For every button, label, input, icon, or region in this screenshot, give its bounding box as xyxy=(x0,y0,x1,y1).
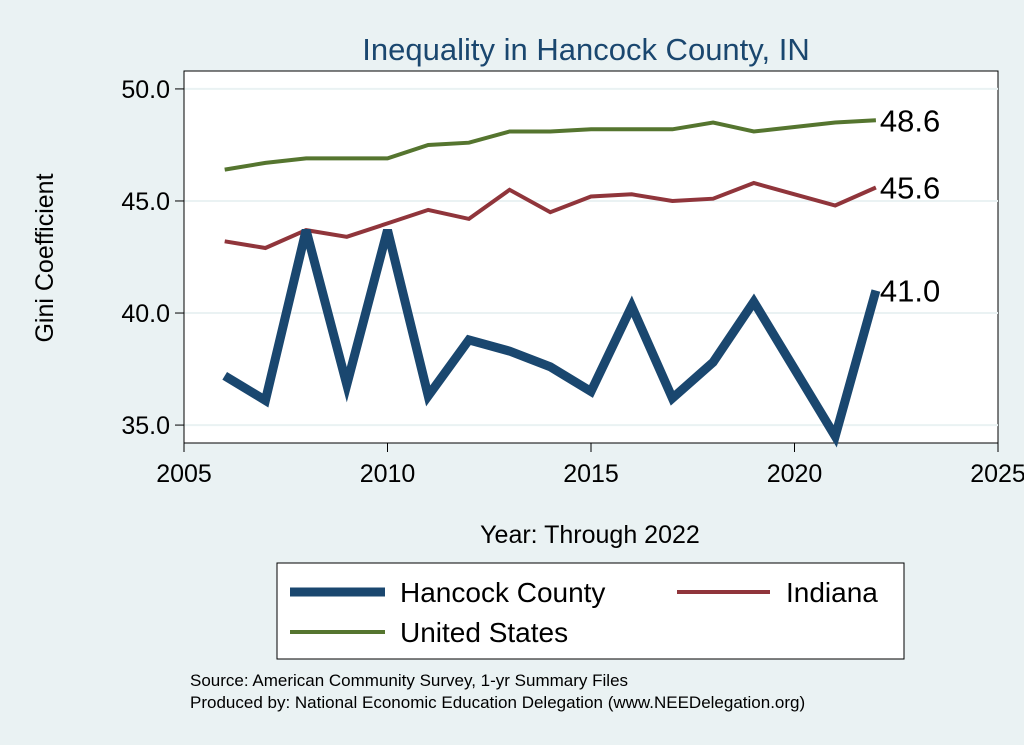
end-label-indiana: 45.6 xyxy=(880,171,940,206)
series-layer xyxy=(222,118,881,448)
end-labels: 48.6 45.6 41.0 xyxy=(880,103,940,308)
x-tick-label: 2020 xyxy=(767,460,823,488)
y-tick-label: 50.0 xyxy=(121,76,170,104)
y-tick-label: 35.0 xyxy=(121,412,170,440)
legend-box xyxy=(276,562,905,660)
x-axis-label: Year: Through 2022 xyxy=(480,521,700,549)
producer-note: Produced by: National Economic Education… xyxy=(190,693,805,712)
legend: Hancock County Indiana United States xyxy=(276,562,905,660)
end-label-hancock-county: 41.0 xyxy=(880,274,940,309)
grid xyxy=(184,87,998,427)
legend-label-hancock-county: Hancock County xyxy=(400,577,605,608)
y-tick-label: 40.0 xyxy=(121,300,170,328)
plot-area xyxy=(183,70,999,444)
axes: 35.0 40.0 45.0 50.0 2005 2010 2015 2020 2025 xyxy=(121,71,1024,488)
legend-label-united-states: United States xyxy=(400,617,568,648)
source-note: Source: American Community Survey, 1-yr … xyxy=(190,671,628,690)
legend-label-indiana: Indiana xyxy=(786,577,878,608)
x-tick-label: 2015 xyxy=(563,460,619,488)
x-tick-label: 2025 xyxy=(970,460,1024,488)
y-tick-label: 45.0 xyxy=(121,188,170,216)
x-tick-label: 2010 xyxy=(360,460,416,488)
x-tick-label: 2005 xyxy=(156,460,212,488)
chart-title: Inequality in Hancock County, IN xyxy=(362,32,809,67)
end-label-united-states: 48.6 xyxy=(880,103,940,138)
y-axis-label: Gini Coefficient xyxy=(31,173,59,342)
